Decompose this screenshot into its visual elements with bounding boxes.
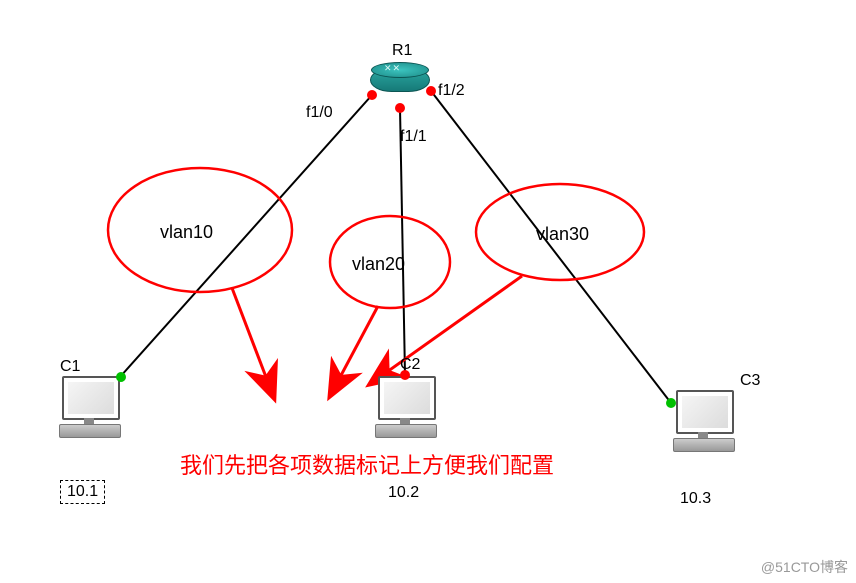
- router-port-dot: [426, 86, 436, 96]
- pc-icon: [54, 376, 124, 442]
- link: [400, 108, 405, 375]
- interface-label: f1/2: [438, 82, 465, 100]
- link: [120, 95, 372, 377]
- router-label: R1: [392, 42, 412, 60]
- annotation-arrow: [370, 276, 522, 384]
- pc-port-dot: [666, 398, 676, 408]
- pc-label: C3: [740, 372, 760, 390]
- diagram-canvas: ✕✕ R1 f1/0f1/1f1/2 C110.1C210.2C310.3 vl…: [0, 0, 856, 583]
- pc-ip-label: 10.2: [388, 484, 419, 502]
- pc-ip-label: 10.1: [60, 480, 105, 504]
- router-port-dot: [367, 90, 377, 100]
- interface-label: f1/1: [400, 128, 427, 146]
- pc-icon: [370, 376, 440, 442]
- vlan-label: vlan20: [352, 254, 405, 275]
- annotation-arrow: [232, 288, 274, 398]
- router-r1: ✕✕: [370, 62, 428, 94]
- pc-port-dot: [400, 370, 410, 380]
- caption-text: 我们先把各项数据标记上方便我们配置: [180, 448, 554, 480]
- pc-ip-label: 10.3: [680, 490, 711, 508]
- vlan-label: vlan30: [536, 224, 589, 245]
- pc-icon: [668, 390, 738, 456]
- interface-label: f1/0: [306, 104, 333, 122]
- link: [431, 91, 671, 403]
- links: [120, 91, 671, 403]
- pc-label: C1: [60, 358, 80, 376]
- vlan-label: vlan10: [160, 222, 213, 243]
- watermark: @51CTO博客: [761, 557, 848, 577]
- pc-port-dot: [116, 372, 126, 382]
- router-port-dot: [395, 103, 405, 113]
